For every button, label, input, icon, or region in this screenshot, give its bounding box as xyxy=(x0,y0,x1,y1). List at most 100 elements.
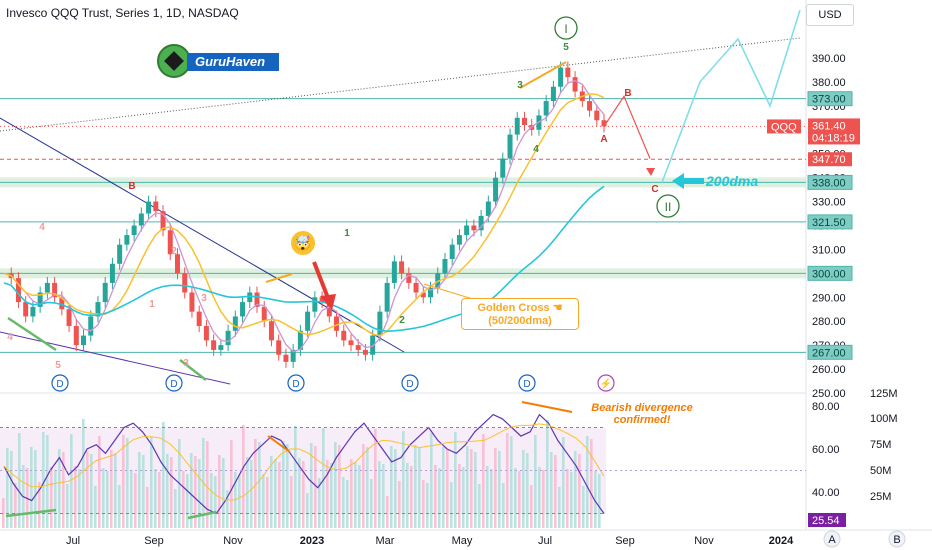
price-tag-1 xyxy=(808,152,852,167)
volume-bar-146 xyxy=(586,436,589,528)
candle-body-54 xyxy=(391,261,397,283)
volume-bar-108 xyxy=(434,465,437,528)
volume-bar-116 xyxy=(466,446,469,528)
volume-bar-105 xyxy=(422,480,425,528)
volume-bar-115 xyxy=(462,467,465,528)
bearish-divergence-text: Bearish divergence xyxy=(591,402,693,414)
wave3-5-highlight xyxy=(519,61,567,89)
ticker-countdown: 04:18:19 xyxy=(812,132,855,144)
event-marker-2 xyxy=(287,374,305,392)
y-tick-1: 380.00 xyxy=(812,77,846,89)
volume-bar-4 xyxy=(18,433,21,528)
volume-bar-52 xyxy=(210,473,213,528)
volume-bar-23 xyxy=(94,486,97,528)
candle-body-21 xyxy=(153,201,159,212)
candle-body-44 xyxy=(319,297,325,303)
divergence-highlight xyxy=(521,401,573,413)
candle-body-26 xyxy=(189,292,195,312)
volume-bar-87 xyxy=(350,459,353,528)
candle-body-6 xyxy=(44,282,50,293)
volume-bar-32 xyxy=(130,470,133,528)
volume-bar-111 xyxy=(446,450,449,528)
price-tag-2 xyxy=(807,174,853,190)
volume-bar-48 xyxy=(194,456,197,528)
volume-bar-98 xyxy=(394,449,397,528)
candle-body-47 xyxy=(341,330,347,341)
wave-label-3: 1 xyxy=(344,228,350,239)
volume-bar-18 xyxy=(74,466,77,528)
volume-bar-35 xyxy=(142,455,145,528)
volume-bar-112 xyxy=(450,482,453,528)
volume-tick-1: 100M xyxy=(870,413,898,425)
volume-bar-3 xyxy=(14,483,17,528)
volume-bar-69 xyxy=(278,462,281,528)
scale-button-b[interactable] xyxy=(888,530,906,548)
volume-bar-9 xyxy=(38,482,41,528)
event-marker-text-3: D xyxy=(406,379,413,390)
volume-bar-85 xyxy=(342,477,345,528)
wave-II-label: II xyxy=(665,200,672,214)
candle-body-4 xyxy=(30,306,36,317)
candle-body-25 xyxy=(182,273,188,293)
wave-label-10: 2 xyxy=(171,246,177,257)
candle-body-7 xyxy=(52,282,58,298)
scale-button-a[interactable] xyxy=(823,530,841,548)
volume-bar-83 xyxy=(334,442,337,528)
volume-bar-131 xyxy=(526,453,529,528)
volume-bar-56 xyxy=(226,490,229,528)
golden-cross-pointer xyxy=(423,283,477,301)
volume-bar-36 xyxy=(146,487,149,528)
price-tag-3 xyxy=(807,214,853,230)
volume-bar-95 xyxy=(382,464,385,528)
ticker-symbol: QQQ xyxy=(771,121,797,133)
volume-bar-25 xyxy=(102,468,105,528)
volume-bar-94 xyxy=(378,461,381,528)
currency-button[interactable]: USD xyxy=(806,4,854,26)
rsi-ma-line xyxy=(3,423,605,501)
event-marker-4 xyxy=(518,374,536,392)
ticker-price: 361.40 xyxy=(812,120,846,132)
wave-label-9: 4 xyxy=(39,222,45,233)
volume-bar-135 xyxy=(542,470,545,528)
event-marker-text-4: D xyxy=(523,379,530,390)
hand-icon: ☚ xyxy=(552,302,563,314)
volume-bar-82 xyxy=(330,463,333,528)
volume-bar-26 xyxy=(106,471,109,528)
volume-bar-149 xyxy=(598,474,601,528)
price-tag-text-2: 338.00 xyxy=(812,177,846,189)
x-tick-4: Mar xyxy=(376,535,395,547)
volume-bar-145 xyxy=(582,486,585,528)
volume-bar-33 xyxy=(134,473,137,528)
volume-bar-73 xyxy=(294,426,297,528)
candle-body-3 xyxy=(23,302,29,317)
candle-body-20 xyxy=(146,201,152,214)
volume-bar-75 xyxy=(302,461,305,528)
price-tag-text-1: 347.70 xyxy=(812,154,846,166)
volume-bar-99 xyxy=(398,481,401,528)
volume-tick-3: 50M xyxy=(870,465,891,477)
wave-label-8: B xyxy=(128,181,135,192)
candle-body-31 xyxy=(225,330,231,346)
volume-bar-103 xyxy=(414,445,417,528)
volume-bar-54 xyxy=(218,455,221,528)
volume-bar-39 xyxy=(158,472,161,528)
candle-body-2 xyxy=(15,278,21,303)
volume-bar-62 xyxy=(250,460,253,528)
rsi-line xyxy=(3,413,605,515)
volume-bar-67 xyxy=(270,456,273,528)
volume-bar-74 xyxy=(298,458,301,528)
volume-bar-140 xyxy=(562,437,565,528)
ma-200-line xyxy=(3,185,605,333)
candle-body-10 xyxy=(73,326,79,346)
wave-I-circle xyxy=(554,16,578,40)
volume-bar-101 xyxy=(406,463,409,528)
wave-label-5: B xyxy=(624,88,631,99)
x-tick-1: Sep xyxy=(144,535,164,547)
volume-bar-122 xyxy=(490,469,493,528)
volume-bar-147 xyxy=(590,439,593,528)
candle-body-62 xyxy=(449,244,455,259)
volume-bar-71 xyxy=(286,444,289,528)
candle-body-17 xyxy=(124,235,130,245)
